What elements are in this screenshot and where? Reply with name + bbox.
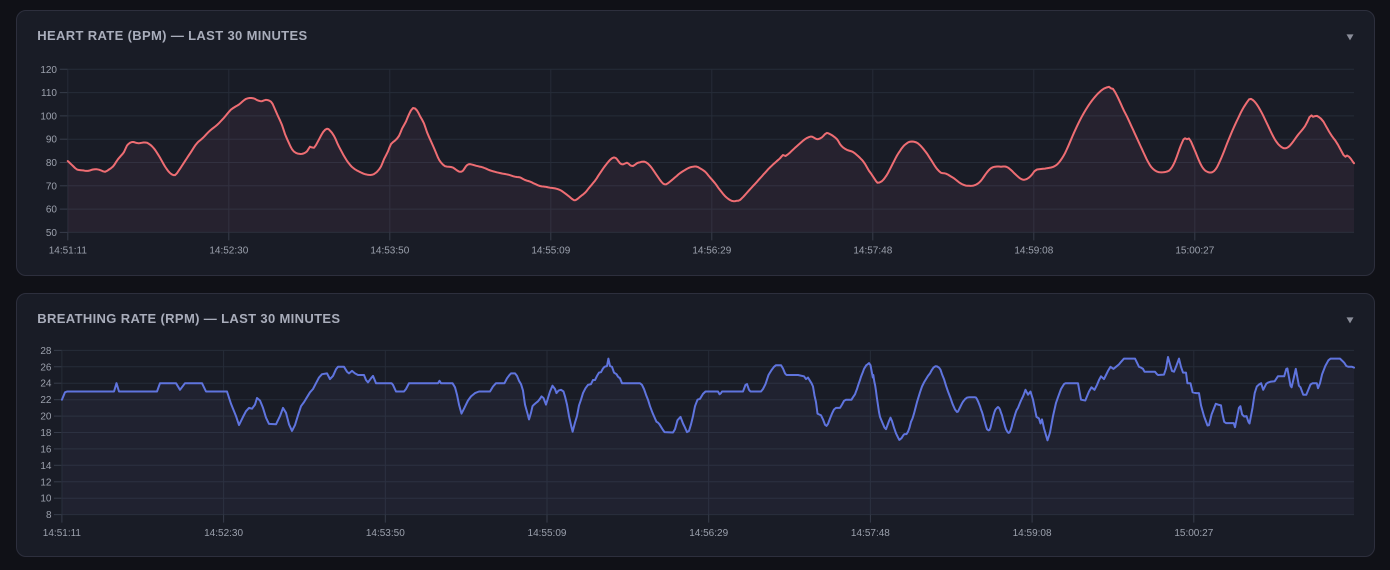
svg-text:14:56:29: 14:56:29 — [689, 528, 728, 539]
svg-text:15:00:27: 15:00:27 — [1175, 246, 1214, 257]
svg-text:14:56:29: 14:56:29 — [692, 246, 731, 257]
svg-text:BREATHING RATE (RPM) — LAST 30: BREATHING RATE (RPM) — LAST 30 MINUTES — [37, 311, 340, 326]
svg-text:80: 80 — [46, 158, 58, 169]
svg-text:100: 100 — [40, 111, 57, 122]
svg-text:14:55:09: 14:55:09 — [528, 528, 567, 539]
svg-text:110: 110 — [41, 88, 57, 99]
svg-text:90: 90 — [46, 135, 58, 146]
svg-text:24: 24 — [40, 379, 52, 390]
svg-text:8: 8 — [46, 510, 52, 521]
svg-text:28: 28 — [40, 346, 52, 357]
svg-text:14:51:11: 14:51:11 — [49, 246, 88, 257]
svg-text:120: 120 — [40, 65, 57, 76]
svg-text:14:59:08: 14:59:08 — [1014, 246, 1053, 257]
svg-text:14:53:50: 14:53:50 — [370, 246, 409, 257]
svg-text:14:55:09: 14:55:09 — [531, 246, 570, 257]
svg-text:12: 12 — [40, 477, 52, 488]
svg-text:14:57:48: 14:57:48 — [851, 528, 890, 539]
svg-text:22: 22 — [40, 395, 52, 406]
svg-text:14:52:30: 14:52:30 — [209, 246, 248, 257]
svg-text:16: 16 — [40, 444, 52, 455]
svg-text:14:57:48: 14:57:48 — [853, 246, 892, 257]
svg-text:14:52:30: 14:52:30 — [204, 528, 243, 539]
svg-text:15:00:27: 15:00:27 — [1174, 528, 1213, 539]
svg-text:18: 18 — [40, 428, 52, 439]
svg-text:14: 14 — [40, 461, 52, 472]
svg-text:50: 50 — [46, 228, 58, 239]
svg-text:14:59:08: 14:59:08 — [1013, 528, 1052, 539]
svg-text:14:51:11: 14:51:11 — [43, 528, 82, 539]
svg-text:26: 26 — [40, 362, 52, 373]
svg-text:20: 20 — [40, 412, 52, 423]
svg-text:HEART RATE (BPM) — LAST 30 MIN: HEART RATE (BPM) — LAST 30 MINUTES — [37, 28, 307, 43]
svg-text:60: 60 — [46, 205, 58, 216]
svg-text:10: 10 — [40, 494, 52, 505]
svg-text:70: 70 — [46, 181, 58, 192]
svg-text:14:53:50: 14:53:50 — [366, 528, 405, 539]
